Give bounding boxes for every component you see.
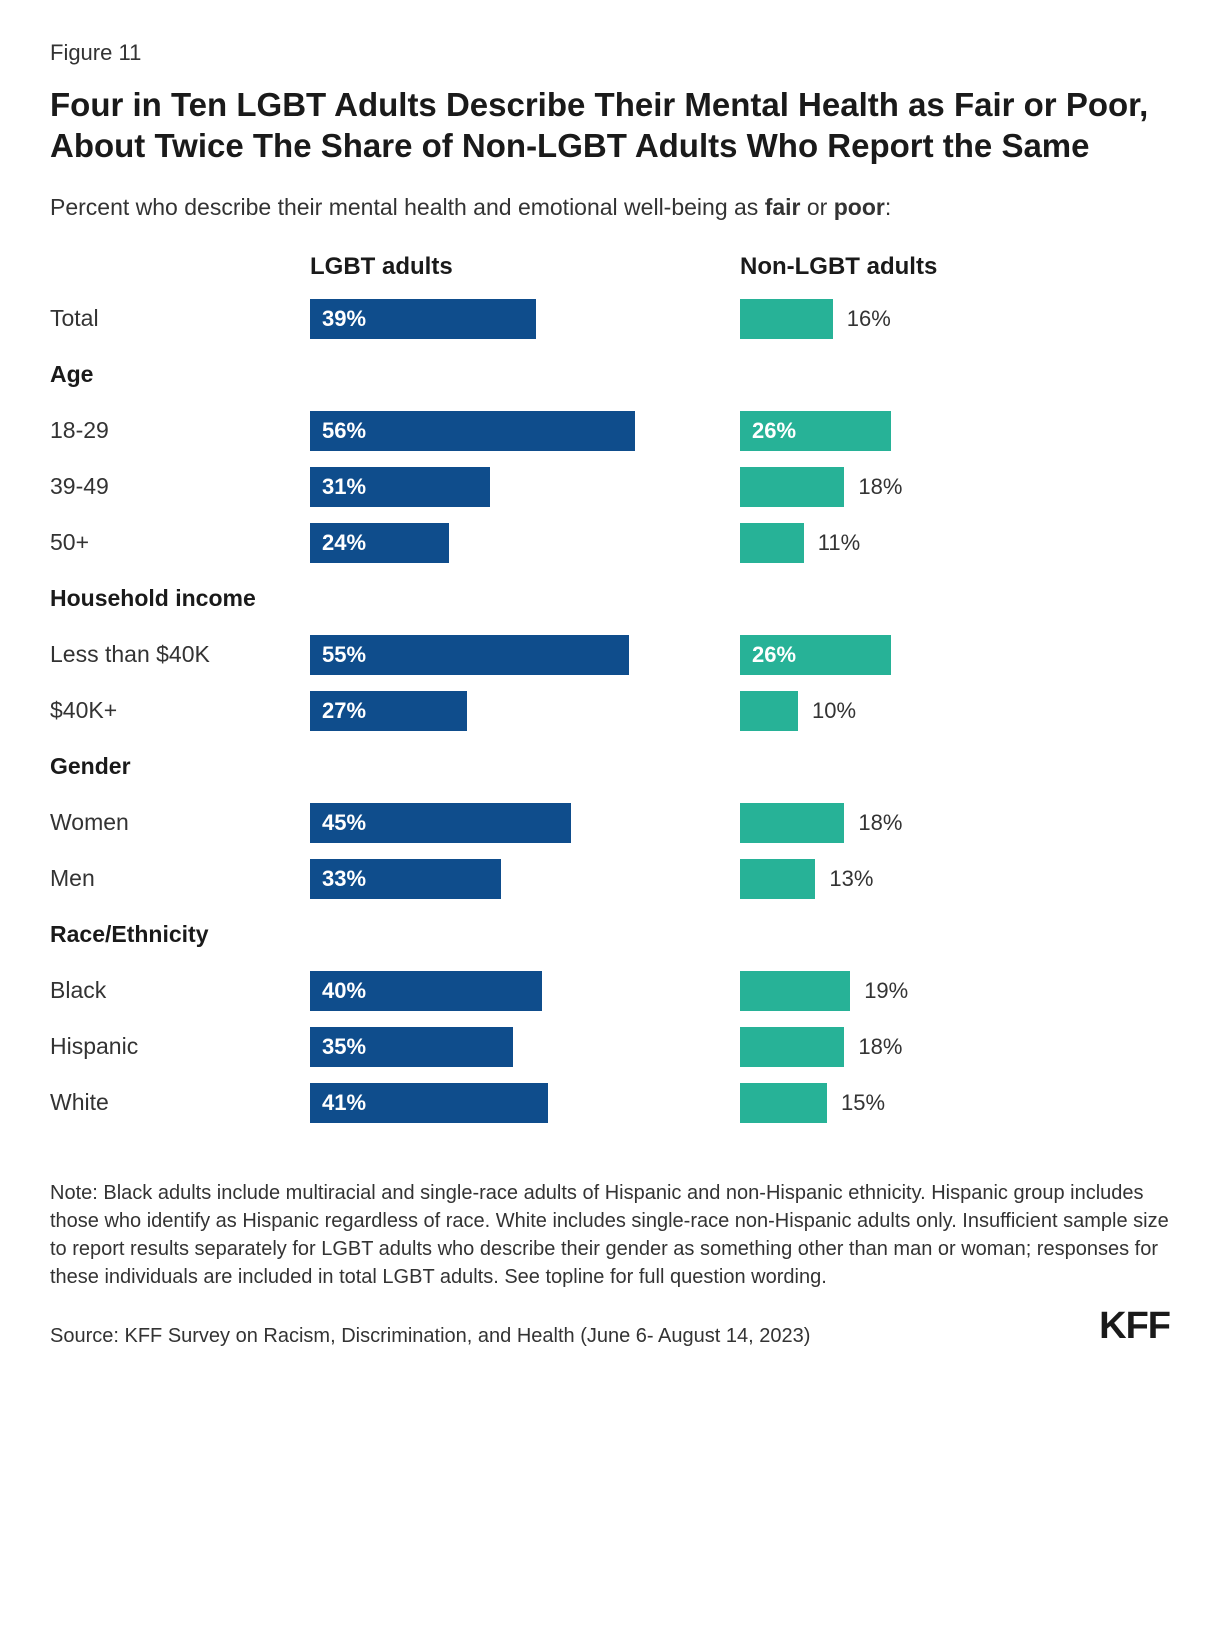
bar-non: 26% <box>740 635 891 675</box>
bar-value-label: 40% <box>310 978 366 1004</box>
bar-non <box>740 1027 844 1067</box>
bar-cell-non: 18% <box>740 795 1170 851</box>
row-label: 18-29 <box>50 403 310 459</box>
bar-cell-non: 19% <box>740 963 1170 1019</box>
bar-cell-non: 10% <box>740 683 1170 739</box>
row-label: $40K+ <box>50 683 310 739</box>
bar-value-label: 16% <box>833 306 891 332</box>
row-label: White <box>50 1075 310 1131</box>
bar-value-label: 39% <box>310 306 366 332</box>
bar-cell-lgbt: 41% <box>310 1075 740 1131</box>
group-header: Gender <box>50 739 310 795</box>
bar-lgbt: 45% <box>310 803 571 843</box>
footnote: Note: Black adults include multiracial a… <box>50 1179 1170 1291</box>
bar-value-label: 24% <box>310 530 366 556</box>
bar-lgbt: 55% <box>310 635 629 675</box>
bar-cell-non: 26% <box>740 403 1170 459</box>
bar-value-label: 33% <box>310 866 366 892</box>
subtitle-text-post: : <box>885 194 891 220</box>
bar-value-label: 18% <box>844 810 902 836</box>
bar-value-label: 31% <box>310 474 366 500</box>
bar-value-label: 19% <box>850 978 908 1004</box>
row-label: Men <box>50 851 310 907</box>
bar-value-label: 55% <box>310 642 366 668</box>
subtitle-text-mid: or <box>800 194 833 220</box>
bar-cell-lgbt: 33% <box>310 851 740 907</box>
bar-non <box>740 803 844 843</box>
bar-value-label: 18% <box>844 474 902 500</box>
bar-cell-lgbt: 55% <box>310 627 740 683</box>
bar-non <box>740 691 798 731</box>
bar-lgbt: 33% <box>310 859 501 899</box>
bar-cell-lgbt: 56% <box>310 403 740 459</box>
bar-non <box>740 299 833 339</box>
subtitle-bold-1: fair <box>765 194 801 220</box>
bar-value-label: 13% <box>815 866 873 892</box>
bar-lgbt: 56% <box>310 411 635 451</box>
bar-cell-lgbt: 35% <box>310 1019 740 1075</box>
bar-value-label: 26% <box>740 418 796 444</box>
column-header-non-lgbt: Non-LGBT adults <box>740 253 1170 291</box>
bar-cell-non: 26% <box>740 627 1170 683</box>
bar-cell-lgbt: 27% <box>310 683 740 739</box>
bar-lgbt: 31% <box>310 467 490 507</box>
bar-value-label: 26% <box>740 642 796 668</box>
chart-subtitle: Percent who describe their mental health… <box>50 191 1170 223</box>
bar-lgbt: 24% <box>310 523 449 563</box>
bar-cell-lgbt: 45% <box>310 795 740 851</box>
bar-cell-non: 18% <box>740 1019 1170 1075</box>
bar-non <box>740 859 815 899</box>
bar-cell-lgbt: 39% <box>310 291 740 347</box>
kff-logo: KFF <box>1099 1305 1170 1348</box>
bar-non <box>740 467 844 507</box>
bar-non <box>740 1083 827 1123</box>
bar-cell-non: 15% <box>740 1075 1170 1131</box>
bar-cell-lgbt: 40% <box>310 963 740 1019</box>
row-label: Total <box>50 291 310 347</box>
bar-cell-non: 16% <box>740 291 1170 347</box>
group-header: Age <box>50 347 310 403</box>
bar-cell-lgbt: 24% <box>310 515 740 571</box>
subtitle-text-pre: Percent who describe their mental health… <box>50 194 765 220</box>
bar-non <box>740 523 804 563</box>
row-label: Hispanic <box>50 1019 310 1075</box>
bar-chart: LGBT adults Non-LGBT adults Total39% 16% A… <box>50 253 1170 1131</box>
bar-lgbt: 27% <box>310 691 467 731</box>
bar-value-label: 15% <box>827 1090 885 1116</box>
bar-value-label: 56% <box>310 418 366 444</box>
row-label: Less than $40K <box>50 627 310 683</box>
group-header: Household income <box>50 571 310 627</box>
group-header: Race/Ethnicity <box>50 907 310 963</box>
bar-value-label: 10% <box>798 698 856 724</box>
bar-non: 26% <box>740 411 891 451</box>
bar-cell-non: 13% <box>740 851 1170 907</box>
bar-cell-lgbt: 31% <box>310 459 740 515</box>
row-label: Black <box>50 963 310 1019</box>
bar-value-label: 45% <box>310 810 366 836</box>
bar-cell-non: 18% <box>740 459 1170 515</box>
row-label: 39-49 <box>50 459 310 515</box>
chart-title: Four in Ten LGBT Adults Describe Their M… <box>50 84 1170 167</box>
subtitle-bold-2: poor <box>834 194 885 220</box>
source-text: Source: KFF Survey on Racism, Discrimina… <box>50 1325 810 1348</box>
column-header-lgbt: LGBT adults <box>310 253 740 291</box>
bar-value-label: 27% <box>310 698 366 724</box>
figure-label: Figure 11 <box>50 40 1170 66</box>
bar-value-label: 41% <box>310 1090 366 1116</box>
bar-cell-non: 11% <box>740 515 1170 571</box>
bar-value-label: 18% <box>844 1034 902 1060</box>
bar-value-label: 11% <box>804 530 860 556</box>
bar-lgbt: 39% <box>310 299 536 339</box>
row-label: Women <box>50 795 310 851</box>
bar-lgbt: 40% <box>310 971 542 1011</box>
bar-value-label: 35% <box>310 1034 366 1060</box>
bar-non <box>740 971 850 1011</box>
bar-lgbt: 35% <box>310 1027 513 1067</box>
bar-lgbt: 41% <box>310 1083 548 1123</box>
row-label: 50+ <box>50 515 310 571</box>
